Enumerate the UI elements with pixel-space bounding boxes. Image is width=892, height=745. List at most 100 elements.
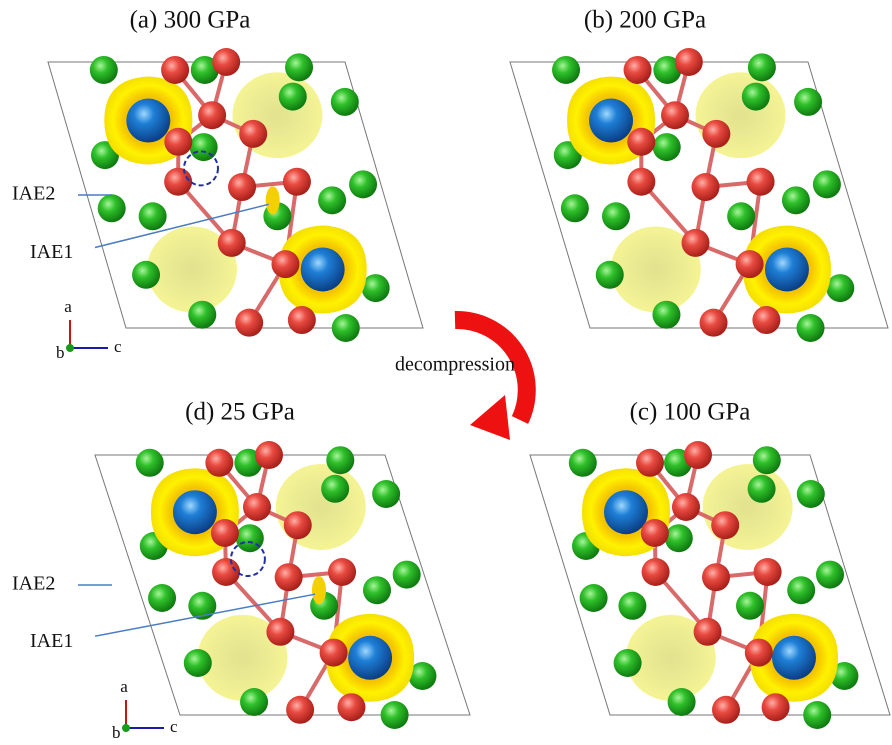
red-atom [762, 693, 790, 721]
green-atom [569, 449, 597, 477]
red-atom [642, 558, 670, 586]
red-atom [284, 511, 312, 539]
green-atom [782, 186, 810, 214]
red-atom [205, 449, 233, 477]
red-atom [702, 120, 730, 148]
figure: (a) 300 GPaIAE2IAE1abc(b) 200 GPa(c) 100… [0, 0, 892, 745]
green-atom [332, 314, 360, 342]
green-atom [184, 649, 212, 677]
red-atom [255, 441, 283, 469]
red-atom [286, 696, 314, 724]
blue-atom [604, 490, 648, 534]
red-atom [164, 168, 192, 196]
red-atom [661, 101, 689, 129]
pale-isosurface [276, 464, 366, 550]
green-atom [736, 592, 764, 620]
green-atom [188, 301, 216, 329]
green-atom [148, 584, 176, 612]
red-atom [337, 693, 365, 721]
axis-b-label: b [112, 723, 121, 742]
green-atom [98, 194, 126, 222]
red-atom [627, 128, 655, 156]
green-atom [668, 688, 696, 716]
green-atom [279, 83, 307, 111]
red-atom [243, 493, 271, 521]
blue-atom [126, 99, 170, 143]
arrow-head [470, 395, 510, 440]
green-atom [794, 88, 822, 116]
blue-atom [348, 636, 392, 680]
red-atom [700, 309, 728, 337]
red-atom [320, 639, 348, 667]
red-atom [288, 306, 316, 334]
red-atom [328, 558, 356, 586]
red-atom [218, 229, 246, 257]
red-atom [624, 56, 652, 84]
red-atom [684, 441, 712, 469]
iae1-blob [266, 186, 280, 214]
green-atom [331, 88, 359, 116]
green-atom [614, 649, 642, 677]
green-atom [318, 186, 346, 214]
axis-b-label: b [56, 343, 65, 362]
green-atom [653, 133, 681, 161]
red-atom [636, 449, 664, 477]
red-atom [283, 168, 311, 196]
red-atom [212, 48, 240, 76]
green-atom [797, 314, 825, 342]
green-atom [285, 53, 313, 81]
green-atom [90, 56, 118, 84]
green-atom [190, 133, 218, 161]
green-atom [748, 53, 776, 81]
red-atom [239, 120, 267, 148]
green-atom [602, 202, 630, 230]
decompression-arrow: decompression [395, 320, 527, 440]
green-atom [753, 446, 781, 474]
blue-atom [301, 247, 345, 291]
green-atom [787, 576, 815, 604]
axis-b [122, 724, 130, 732]
green-atom [748, 475, 776, 503]
green-atom [381, 701, 409, 729]
green-atom [363, 576, 391, 604]
panel-title: (a) 300 GPa [130, 7, 251, 34]
red-atom [747, 168, 775, 196]
pale-isosurface [703, 464, 793, 550]
red-atom [694, 618, 722, 646]
red-atom [235, 309, 263, 337]
green-atom [813, 170, 841, 198]
panel-title: (d) 25 GPa [185, 399, 295, 426]
axis-a-label: a [120, 677, 128, 696]
green-atom [742, 83, 770, 111]
red-atom [712, 696, 740, 724]
red-atom [164, 128, 192, 156]
green-atom [139, 202, 167, 230]
axis-c-label: c [114, 337, 122, 356]
green-atom [596, 261, 624, 289]
green-atom [727, 202, 755, 230]
green-atom [393, 561, 421, 589]
green-atom [349, 170, 377, 198]
blue-atom [589, 99, 633, 143]
structure-panel: (b) 200 GPa [510, 7, 888, 342]
green-atom [816, 561, 844, 589]
green-atom [136, 449, 164, 477]
panel-title: (b) 200 GPa [584, 7, 706, 34]
red-atom [736, 250, 764, 278]
green-atom [797, 480, 825, 508]
red-atom [211, 519, 239, 547]
red-atom [161, 56, 189, 84]
green-atom [132, 261, 160, 289]
red-atom [711, 511, 739, 539]
iae2-label: IAE2 [12, 183, 55, 205]
green-atom [552, 56, 580, 84]
green-atom [372, 480, 400, 508]
green-atom [665, 524, 693, 552]
structure-panel: (d) 25 GPaIAE2IAE1abc [12, 399, 470, 742]
red-atom [266, 618, 294, 646]
red-atom [752, 306, 780, 334]
green-atom [561, 194, 589, 222]
red-atom [745, 639, 773, 667]
green-atom [580, 584, 608, 612]
red-atom [672, 493, 700, 521]
